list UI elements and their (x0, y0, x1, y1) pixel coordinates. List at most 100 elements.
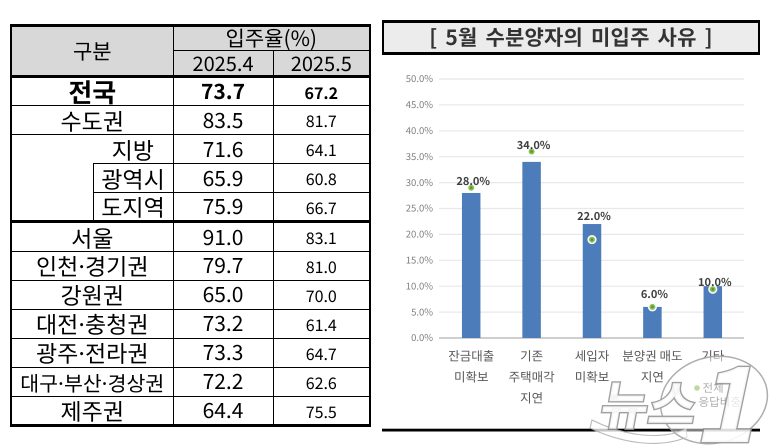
table-cell-region: 수도권 (11, 105, 174, 135)
table-cell-region: 서울 (11, 220, 174, 252)
table-cell-value-2025-5: 81.0 (272, 250, 371, 281)
data-label: 28.0% (456, 173, 490, 189)
table-cell-value-2025-5: 62.6 (272, 366, 371, 397)
table-cell-value-2025-4: 75.9 (172, 192, 274, 222)
legend-marker-icon (694, 385, 700, 391)
table-cell-value-2025-4: 73.7 (172, 75, 274, 106)
data-label: 22.0% (577, 208, 611, 224)
table-cell-value-2025-5: 60.8 (272, 163, 371, 193)
y-tick-label: 15.0% (406, 253, 433, 267)
table-cell-value-2025-5: 66.7 (272, 192, 371, 222)
table-cell-value-2025-5: 75.5 (272, 396, 371, 426)
table-row-10: 광주·전라권 73.3 64.7 (11, 337, 371, 368)
table-cell-value-2025-4: 73.2 (172, 308, 274, 339)
table-cell-value-2025-4: 65.9 (172, 163, 274, 193)
bar (703, 286, 723, 338)
category-label: 미확보 (454, 367, 489, 386)
y-tick-label: 20.0% (406, 227, 433, 241)
table-header-row-2: 2025.4 2025.5 (11, 50, 371, 78)
occupancy-rate-table: 구분 입주율(%) 2025.4 2025.5 전국 73.7 67.2 수도권 83.… (10, 24, 372, 428)
table-cell-region: 지방 (93, 134, 174, 164)
y-tick-label: 0.0% (411, 330, 433, 344)
marker-center (469, 186, 473, 190)
category-label: 미확보 (575, 367, 610, 386)
table-cell-region: 대전·충청권 (11, 308, 174, 339)
table-cell-region: 인천·경기권 (11, 250, 174, 281)
y-tick-label: 50.0% (406, 71, 433, 85)
table-cell-region: 제주권 (11, 396, 174, 426)
table-cell-value-2025-4: 91.0 (172, 220, 274, 252)
table-cell-value-2025-4: 73.3 (172, 337, 274, 368)
table-row-7: 인천·경기권 79.7 81.0 (11, 250, 371, 281)
y-tick-label: 35.0% (406, 149, 433, 163)
table-row-5: 도지역 75.9 66.7 (11, 192, 371, 222)
table-cell-value-2025-5: 81.7 (272, 105, 371, 135)
category-label: 세입자 (575, 346, 610, 365)
watermark-swoosh (589, 419, 688, 444)
watermark-group: 뉴스1 (589, 321, 775, 445)
category-label: 분양권 매도 (622, 346, 682, 365)
legend-label: 전체 (703, 380, 724, 396)
y-tick-label: 30.0% (406, 175, 433, 189)
table-header-month-2025-4: 2025.4 (172, 50, 274, 78)
marker-center (711, 287, 715, 291)
table-cell-region: 도지역 (92, 192, 174, 222)
table-row-4: 광역시 65.9 60.8 (11, 163, 371, 193)
table-row-11: 대구·부산·경상권 72.2 62.6 (11, 366, 371, 397)
table-header-month-2025-5: 2025.5 (272, 50, 371, 78)
table-cell-value-2025-5: 64.7 (272, 337, 371, 368)
table-cell-value-2025-5: 70.0 (272, 279, 371, 310)
table-header-occupancy-rate: 입주율(%) (172, 25, 371, 51)
table-cell-region: 전국 (11, 75, 174, 106)
chart-bottom-rule (382, 428, 760, 432)
category-label: 기존 (520, 346, 543, 365)
category-label: 지연 (520, 388, 543, 407)
table-cell-value-2025-5: 83.1 (272, 220, 371, 252)
table-cell-value-2025-4: 65.0 (172, 279, 274, 310)
category-label: 주택매각 (509, 367, 556, 386)
table-indent-spacer (11, 134, 93, 224)
legend-label: 응답비중 (699, 394, 741, 410)
table-cell-region: 광주·전라권 (11, 337, 174, 368)
table-row-12: 제주권 64.4 75.5 (11, 396, 371, 426)
data-label: 34.0% (517, 137, 551, 153)
table-cell-region: 강원권 (11, 279, 174, 310)
bar (582, 224, 602, 338)
table-row-6: 서울 91.0 83.1 (11, 220, 371, 252)
table-row-9: 대전·충청권 73.2 61.4 (11, 308, 371, 339)
table-row-8: 강원권 65.0 70.0 (11, 279, 371, 310)
table-cell-region: 대구·부산·경상권 (11, 366, 174, 397)
table-cell-value-2025-5: 67.2 (272, 75, 371, 106)
y-tick-label: 10.0% (406, 278, 433, 292)
data-label: 10.0% (698, 274, 732, 290)
table-row-2: 수도권 83.5 81.7 (11, 105, 371, 135)
table-cell-value-2025-4: 64.4 (172, 396, 274, 426)
category-label: 잔금대출 (448, 346, 494, 365)
data-label: 6.0% (641, 286, 669, 302)
table-cell-value-2025-5: 64.1 (272, 134, 371, 164)
table-row-3: 지방 71.6 64.1 (11, 134, 371, 224)
table-cell-value-2025-4: 71.6 (172, 134, 274, 164)
bar (643, 306, 662, 338)
y-tick-label: 5.0% (411, 304, 433, 318)
y-tick-label: 45.0% (406, 97, 433, 111)
table-cell-value-2025-4: 79.7 (172, 250, 274, 281)
watermark-ellipse (659, 355, 769, 445)
chart-title: [ 5월 수분양자의 미입주 사유 ] (429, 22, 713, 52)
table-header-category: 구분 (11, 25, 174, 78)
marker-center (651, 305, 654, 309)
table-header-row-1: 구분 입주율(%) (11, 25, 371, 78)
table-cell-value-2025-4: 83.5 (172, 105, 274, 135)
table-row-1: 전국 73.7 67.2 (11, 75, 371, 106)
chart-title-box: [ 5월 수분양자의 미입주 사유 ] (382, 19, 760, 55)
bar (461, 192, 481, 338)
category-label: 기타 (701, 346, 725, 365)
y-tick-label: 40.0% (406, 123, 433, 137)
table-cell-region: 광역시 (92, 163, 174, 193)
watermark-text: 뉴스 (595, 364, 704, 439)
category-label: 지연 (641, 367, 664, 386)
bar (522, 161, 541, 338)
